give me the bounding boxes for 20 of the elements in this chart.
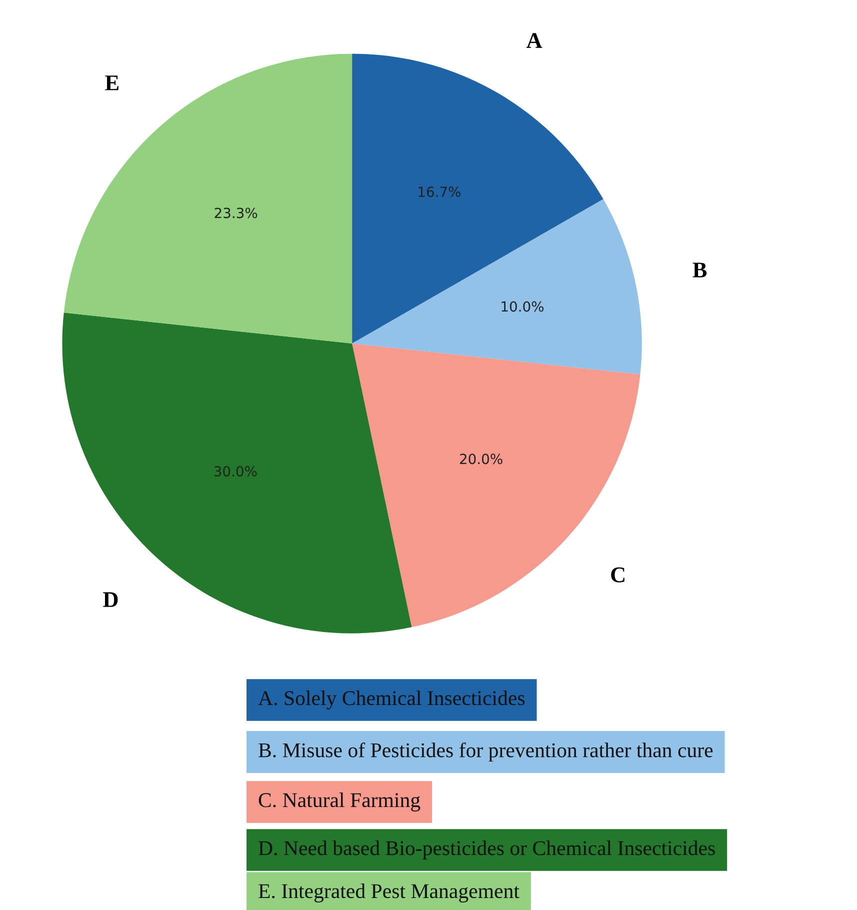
pie-slice [62,312,412,634]
data-label: 10.0% [502,301,544,312]
data-label: 20.0% [460,454,502,464]
slice-label: B [692,262,707,278]
pie-slice [352,199,642,374]
slice-label: D [103,592,118,607]
text: E. Integrated Pest Management [258,884,520,902]
text: C. Natural Farming [258,792,420,812]
data-label: 16.7% [418,186,460,198]
text: D. Need based Bio-pesticides or Chemical Insecticides [258,840,715,860]
data-label: 30.0% [214,466,257,477]
slice-label: C [611,567,624,582]
slice-label: A [526,33,542,48]
text: A. Solely Chemical Insecticides [258,690,525,710]
pie-slice [64,54,352,344]
pie-slice [352,344,640,628]
data-label: 23.3% [214,208,258,218]
pie-slice [352,54,604,344]
text: B. Misuse of Pesticides for prevention rather than cure [258,742,713,762]
slice-label: E [105,76,118,90]
